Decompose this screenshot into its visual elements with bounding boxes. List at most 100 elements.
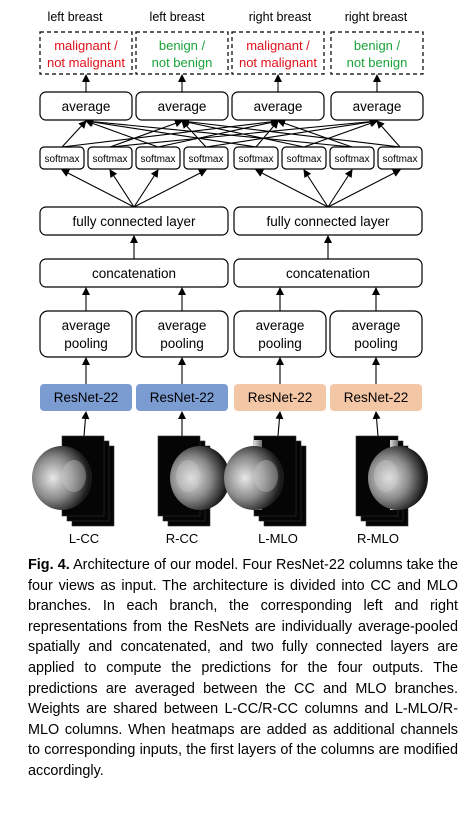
average-box [39, 91, 133, 121]
fc-label: fully connected layer [266, 214, 390, 229]
output-label-line2: not malignant [239, 55, 317, 70]
pooling-label-line1: average [256, 318, 305, 333]
pooling-label-line1: average [352, 318, 401, 333]
view-label: L-CC [69, 531, 99, 546]
arrow [303, 119, 378, 148]
arrow [85, 117, 353, 148]
softmax-box [281, 146, 327, 170]
arrow [109, 119, 183, 148]
softmax-row: softmax softmax softmax softmax softmax softm… [39, 146, 423, 170]
pooling-label-line1: average [62, 318, 111, 333]
arrow [372, 411, 381, 437]
output-box [330, 31, 424, 75]
tissue-texture [254, 460, 278, 492]
tissue-texture [374, 460, 398, 492]
arrow [255, 120, 279, 148]
concat-box-mlo [233, 258, 423, 288]
breast-tissue [368, 446, 428, 510]
pooling-box [329, 310, 423, 358]
softmax-box [377, 146, 423, 170]
breast-tissue [224, 446, 284, 510]
output-label-line1: benign / [159, 38, 206, 53]
breast-tissue [170, 446, 230, 510]
average-label: average [353, 99, 402, 114]
breast-tissue [32, 446, 92, 510]
average-label: average [158, 99, 207, 114]
output-label-line1: malignant / [54, 38, 118, 53]
arrow [85, 118, 257, 148]
arrow [61, 169, 135, 208]
tissue-texture [62, 460, 86, 492]
arrow [133, 169, 159, 208]
fc-box-cc [39, 206, 229, 236]
arrow [181, 118, 305, 148]
caption-text: Architecture of our model. Four ResNet-2… [28, 557, 458, 779]
pooling-box [135, 310, 229, 358]
pooling-label-line2: pooling [64, 336, 108, 351]
output-box [39, 31, 133, 75]
pooling-label-line2: pooling [160, 336, 204, 351]
mammogram-stack [157, 435, 230, 527]
arrow [61, 120, 87, 148]
resnet-box [330, 384, 422, 411]
average-row: average average average average [39, 91, 424, 121]
arrow [277, 119, 353, 148]
pooling-label-line1: average [158, 318, 207, 333]
softmax-label: softmax [382, 154, 417, 165]
softmax-label: softmax [334, 154, 369, 165]
arrow [327, 169, 353, 208]
softmax-label: softmax [140, 154, 175, 165]
view-label: R-CC [166, 531, 199, 546]
output-label-line2: not benign [152, 55, 213, 70]
average-label: average [254, 99, 303, 114]
connection-arrows [61, 74, 401, 437]
output-label-line2: not benign [347, 55, 408, 70]
arrow [376, 120, 401, 148]
mammogram-inputs [32, 435, 428, 527]
output-side-label: right breast [249, 10, 312, 24]
softmax-label: softmax [92, 154, 127, 165]
output-side-label: left breast [48, 10, 103, 24]
resnet-label: ResNet-22 [54, 390, 119, 405]
fc-box-mlo [233, 206, 423, 236]
mammogram-stack [224, 435, 307, 527]
resnet-label: ResNet-22 [150, 390, 215, 405]
output-side-label: right breast [345, 10, 408, 24]
resnet-box [40, 384, 132, 411]
output-box [231, 31, 325, 75]
arrow [327, 169, 401, 208]
output-label-line1: malignant / [246, 38, 310, 53]
resnet-row: ResNet-22 ResNet-22 ResNet-22 ResNet-22 [40, 384, 422, 411]
arrow [81, 411, 90, 437]
mammogram-stack [355, 435, 428, 527]
output-side-label: left breast [150, 10, 205, 24]
softmax-box [135, 146, 181, 170]
softmax-box [233, 146, 279, 170]
figure-number: Fig. 4. [28, 557, 70, 573]
softmax-label: softmax [188, 154, 223, 165]
arrow [109, 169, 135, 208]
arrow [303, 169, 329, 208]
output-label-line1: benign / [354, 38, 401, 53]
average-box [330, 91, 424, 121]
pooling-box [39, 310, 133, 358]
concat-label: concatenation [286, 266, 370, 281]
figure-caption: Fig. 4. Architecture of our model. Four … [28, 555, 458, 782]
resnet-box [234, 384, 326, 411]
arrow [275, 411, 284, 437]
softmax-box [183, 146, 229, 170]
average-box [135, 91, 229, 121]
fc-label: fully connected layer [72, 214, 196, 229]
concat-box-cc [39, 258, 229, 288]
softmax-label: softmax [44, 154, 79, 165]
softmax-box [329, 146, 375, 170]
softmax-box [39, 146, 85, 170]
view-label: L-MLO [258, 531, 298, 546]
pooling-box [233, 310, 327, 358]
resnet-label: ResNet-22 [344, 390, 409, 405]
concatenation-row: concatenation concatenation [39, 258, 423, 288]
softmax-box [87, 146, 133, 170]
arrow [181, 117, 401, 148]
pooling-label-line2: pooling [354, 336, 398, 351]
softmax-label: softmax [286, 154, 321, 165]
